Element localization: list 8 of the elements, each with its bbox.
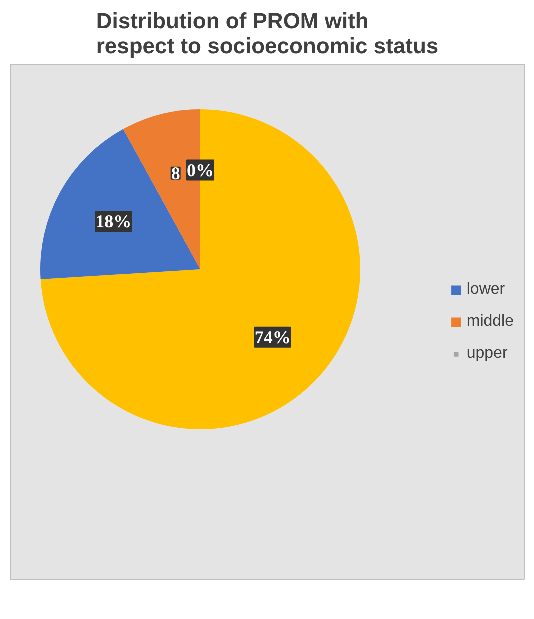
chart-title: Distribution of PROM with respect to socioeconomic status [96,8,439,58]
text: 0% [187,160,214,180]
data-label: 18% [96,212,132,232]
legend-label: upper [466,344,508,362]
data-label: 8 [171,163,180,184]
data-label: 74% [254,327,291,348]
legend-label: lower [466,280,506,298]
legend-label: middle [466,312,514,330]
